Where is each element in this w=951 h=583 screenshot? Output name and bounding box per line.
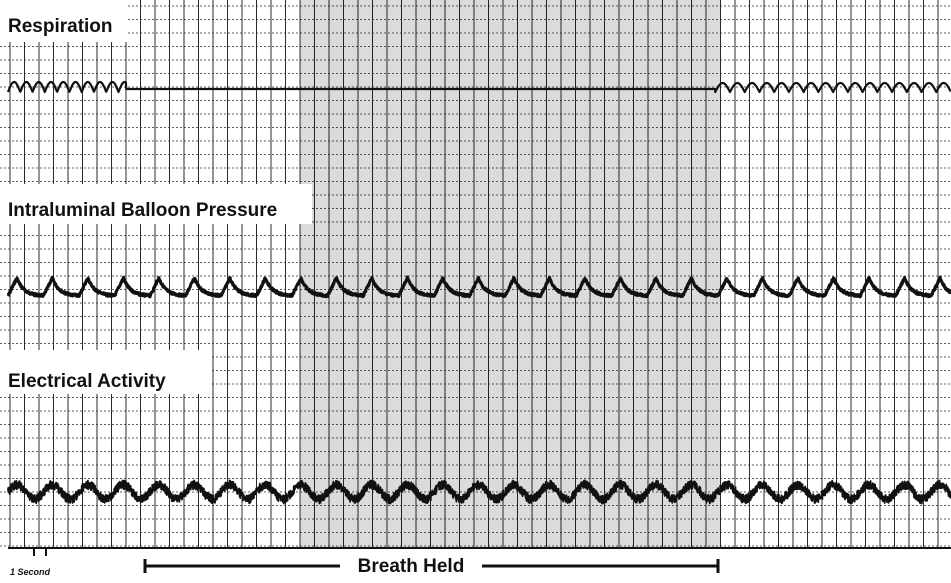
grid-shading <box>300 0 720 548</box>
pressure-trace <box>6 275 951 299</box>
panel-label-respiration: Respiration <box>8 16 113 37</box>
breath-held-label: Breath Held <box>358 556 465 577</box>
footer-layer: 1 Second Breath Held <box>0 547 951 578</box>
panel-label-electrical: Electrical Activity <box>8 371 166 392</box>
chart-grid <box>0 0 951 548</box>
label-bg-pressure <box>0 184 312 224</box>
label-bg-electrical <box>0 350 210 394</box>
footer-bg <box>0 550 951 578</box>
panel-label-pressure: Intraluminal Balloon Pressure <box>8 200 277 221</box>
label-bg-respiration <box>0 0 128 42</box>
grid-vertical-lines <box>9 0 939 548</box>
electrical-trace <box>7 479 951 505</box>
time-marker-tick <box>33 548 47 556</box>
label-layer: Respiration Intraluminal Balloon Pressur… <box>0 0 312 394</box>
trace-layer <box>6 80 951 505</box>
respiration-trace <box>6 80 951 94</box>
time-marker-label: 1 Second <box>10 567 51 577</box>
